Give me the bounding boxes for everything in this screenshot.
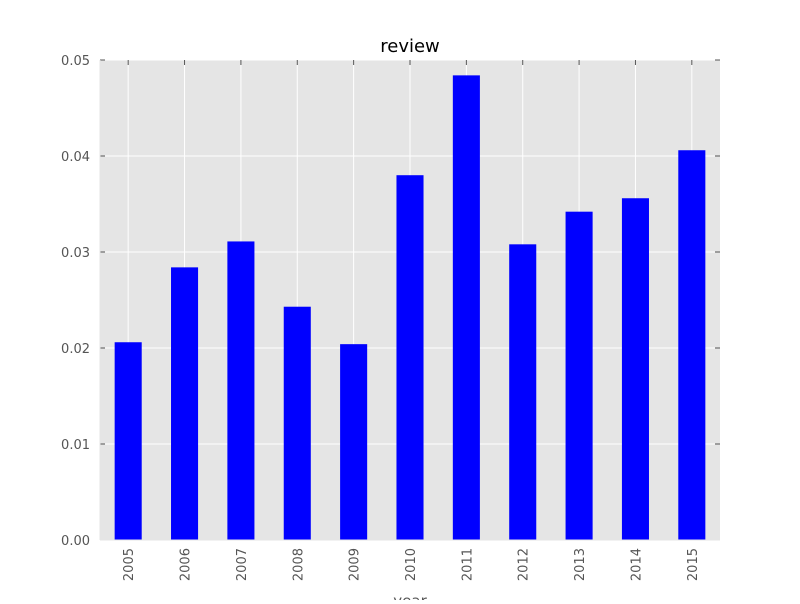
x-tick-label: 2012 xyxy=(517,548,532,581)
x-tick-label: 2011 xyxy=(460,548,475,581)
bar-2007 xyxy=(227,241,255,540)
bar-2005 xyxy=(114,342,142,540)
bar-2012 xyxy=(509,244,537,540)
x-tick-label: 2010 xyxy=(404,548,419,581)
bar-2010 xyxy=(396,175,424,540)
bar-2008 xyxy=(283,306,311,540)
x-axis-label: year xyxy=(393,592,427,600)
y-tick-label: 0.02 xyxy=(61,342,90,357)
x-tick-label: 2005 xyxy=(122,548,137,581)
x-tick-label: 2007 xyxy=(235,548,250,581)
bar-2013 xyxy=(565,211,593,540)
bar-2011 xyxy=(452,75,480,541)
x-tick-label: 2015 xyxy=(686,548,701,581)
x-tick-label: 2013 xyxy=(573,548,588,581)
bar-2014 xyxy=(621,198,649,541)
x-tick-label: 2008 xyxy=(291,548,306,581)
bar-2006 xyxy=(171,267,199,540)
x-tick-label: 2009 xyxy=(348,548,363,581)
x-tick-label: 2006 xyxy=(179,548,194,581)
y-tick-label: 0.01 xyxy=(61,438,90,453)
y-tick-label: 0.04 xyxy=(61,150,90,165)
y-tick-label: 0.05 xyxy=(61,54,90,69)
y-tick-label: 0.03 xyxy=(61,246,90,261)
bar-2009 xyxy=(340,344,368,540)
y-tick-label: 0.00 xyxy=(61,534,90,549)
plot-area: 0.00 0.01 0.02 0.03 0.04 0.05 2005 2006 2007 2008… xyxy=(61,54,720,581)
chart-title: review xyxy=(380,36,440,57)
bar-2015 xyxy=(678,150,706,541)
x-tick-label: 2014 xyxy=(629,548,644,581)
